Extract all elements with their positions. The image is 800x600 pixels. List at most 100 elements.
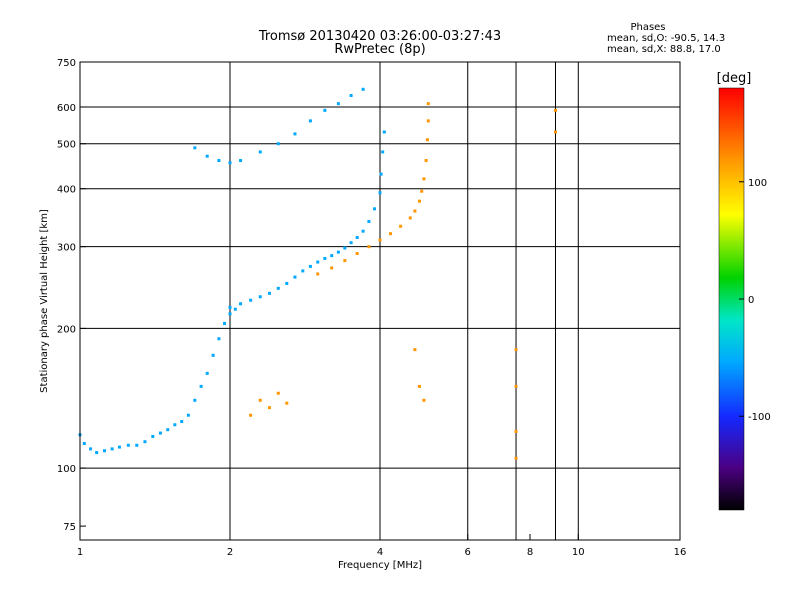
- data-point: [413, 348, 417, 352]
- data-point: [514, 348, 518, 352]
- data-point: [249, 298, 253, 302]
- data-point: [258, 150, 262, 154]
- data-point: [420, 189, 424, 193]
- x-tick-label: 4: [377, 547, 383, 558]
- data-point: [205, 154, 209, 158]
- data-point: [367, 245, 371, 249]
- data-point: [217, 159, 221, 163]
- colorbar-tick-label: 100: [748, 178, 767, 189]
- data-point: [95, 451, 99, 455]
- data-point: [239, 159, 243, 163]
- data-point: [258, 295, 262, 299]
- x-tick-label: 10: [572, 547, 585, 558]
- data-point: [151, 434, 155, 438]
- data-point: [308, 119, 312, 123]
- data-point: [426, 102, 430, 106]
- data-point: [316, 260, 320, 264]
- data-point: [205, 371, 209, 375]
- phases-line-o: mean, sd,O: -90.5, 14.3: [607, 33, 725, 44]
- x-tick-label: 1: [77, 547, 83, 558]
- data-point: [553, 130, 557, 134]
- data-point: [316, 272, 320, 276]
- data-point: [180, 420, 184, 424]
- phases-line-x: mean, sd,X: 88.8, 17.0: [607, 44, 721, 55]
- data-point: [166, 428, 170, 432]
- y-tick-label: 100: [57, 464, 76, 475]
- data-point: [158, 431, 162, 435]
- data-point: [399, 224, 403, 228]
- data-point: [422, 398, 426, 402]
- data-point: [276, 391, 280, 395]
- colorbar-tick-label: -100: [748, 412, 771, 423]
- data-point: [193, 146, 197, 150]
- x-axis-label: Frequency [MHz]: [338, 560, 422, 571]
- data-point: [336, 250, 340, 254]
- y-tick-label: 600: [57, 103, 76, 114]
- data-point: [424, 159, 428, 163]
- data-point: [514, 429, 518, 433]
- data-point: [355, 252, 359, 256]
- data-point: [514, 384, 518, 388]
- y-axis-label: Stationary phase Virtual Height [km]: [39, 209, 50, 393]
- data-point: [233, 307, 237, 311]
- data-point: [330, 254, 334, 258]
- phases-title: Phases: [630, 22, 665, 33]
- data-point: [223, 321, 227, 325]
- data-point: [173, 423, 177, 427]
- data-point: [408, 216, 412, 220]
- y-tick-label: 200: [57, 324, 76, 335]
- y-axis-ticks: 75 100 200 300 400 500 600 750: [57, 58, 86, 533]
- grid-lines: [80, 62, 680, 540]
- y-tick-label: 75: [63, 522, 76, 533]
- data-point: [553, 108, 557, 112]
- data-point: [186, 413, 190, 417]
- data-point: [110, 447, 114, 451]
- data-point: [336, 102, 340, 106]
- data-point: [373, 207, 377, 211]
- data-point: [381, 150, 385, 154]
- data-point: [228, 312, 232, 316]
- x-axis-ticks: 1 2 4 6 8 10 16: [77, 534, 687, 558]
- data-point: [361, 87, 365, 91]
- data-point: [89, 447, 93, 451]
- data-point: [258, 398, 262, 402]
- data-point: [199, 384, 203, 388]
- data-point: [293, 132, 297, 136]
- data-point: [349, 94, 353, 98]
- data-point: [217, 337, 221, 341]
- data-point: [267, 291, 271, 295]
- colorbar-ticks: 100 0 -100: [739, 178, 771, 423]
- data-point: [285, 281, 289, 285]
- y-tick-label: 750: [57, 58, 76, 69]
- data-point: [367, 219, 371, 223]
- data-point: [389, 232, 393, 236]
- data-point: [355, 235, 359, 239]
- data-point: [228, 305, 232, 309]
- x-tick-label: 16: [674, 547, 687, 558]
- x-tick-label: 6: [465, 547, 471, 558]
- y-tick-label: 400: [57, 185, 76, 196]
- data-point: [323, 108, 327, 112]
- data-point: [323, 256, 327, 260]
- data-point: [425, 138, 429, 142]
- data-point: [117, 445, 121, 449]
- chart-title: Tromsø 20130420 03:26:00-03:27:43: [258, 29, 501, 44]
- x-tick-label: 8: [527, 547, 533, 558]
- data-point: [417, 199, 421, 203]
- colorbar-label: [deg]: [717, 71, 752, 86]
- data-point: [349, 241, 353, 245]
- data-point: [413, 209, 417, 213]
- data-point: [343, 246, 347, 250]
- data-point: [228, 161, 232, 165]
- chart-subtitle: RwPretec (8p): [334, 42, 425, 57]
- data-point: [382, 130, 386, 134]
- data-point: [249, 413, 253, 417]
- data-point: [426, 119, 430, 123]
- data-point: [330, 266, 334, 270]
- data-point: [379, 172, 383, 176]
- data-point: [301, 269, 305, 273]
- data-point: [361, 229, 365, 233]
- data-point: [514, 456, 518, 460]
- data-point: [193, 398, 197, 402]
